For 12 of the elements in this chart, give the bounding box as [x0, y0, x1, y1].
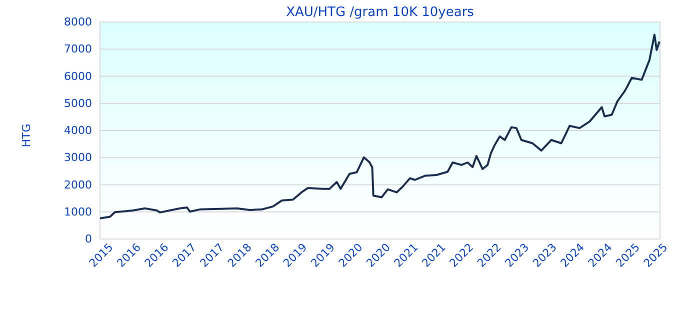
- y-tick-label: 7000: [64, 42, 92, 56]
- y-tick-label: 1000: [64, 205, 92, 218]
- y-tick-label: 3000: [64, 151, 92, 164]
- y-tick-label: 6000: [64, 70, 92, 83]
- y-axis-title: HTG: [20, 124, 33, 148]
- y-tick-label: 0: [85, 232, 92, 246]
- y-tick-label: 5000: [64, 96, 92, 110]
- chart-title: XAU/HTG /gram 10K 10years: [286, 5, 474, 20]
- y-tick-label: 8000: [64, 16, 92, 29]
- y-tick-label: 2000: [64, 178, 92, 192]
- line-series: [99, 34, 660, 220]
- y-tick-label: 4000: [64, 124, 92, 138]
